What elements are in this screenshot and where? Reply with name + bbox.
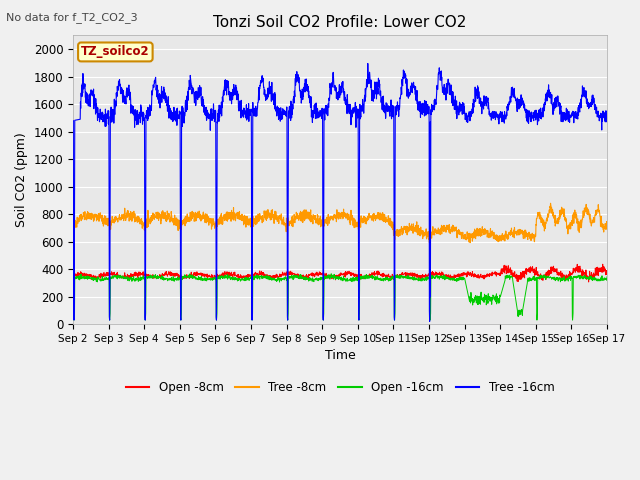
X-axis label: Time: Time	[324, 349, 355, 362]
Legend: Open -8cm, Tree -8cm, Open -16cm, Tree -16cm: Open -8cm, Tree -8cm, Open -16cm, Tree -…	[121, 377, 559, 399]
Text: No data for f_T2_CO2_3: No data for f_T2_CO2_3	[6, 12, 138, 23]
Title: Tonzi Soil CO2 Profile: Lower CO2: Tonzi Soil CO2 Profile: Lower CO2	[213, 15, 467, 30]
Y-axis label: Soil CO2 (ppm): Soil CO2 (ppm)	[15, 132, 28, 227]
Text: TZ_soilco2: TZ_soilco2	[81, 46, 150, 59]
